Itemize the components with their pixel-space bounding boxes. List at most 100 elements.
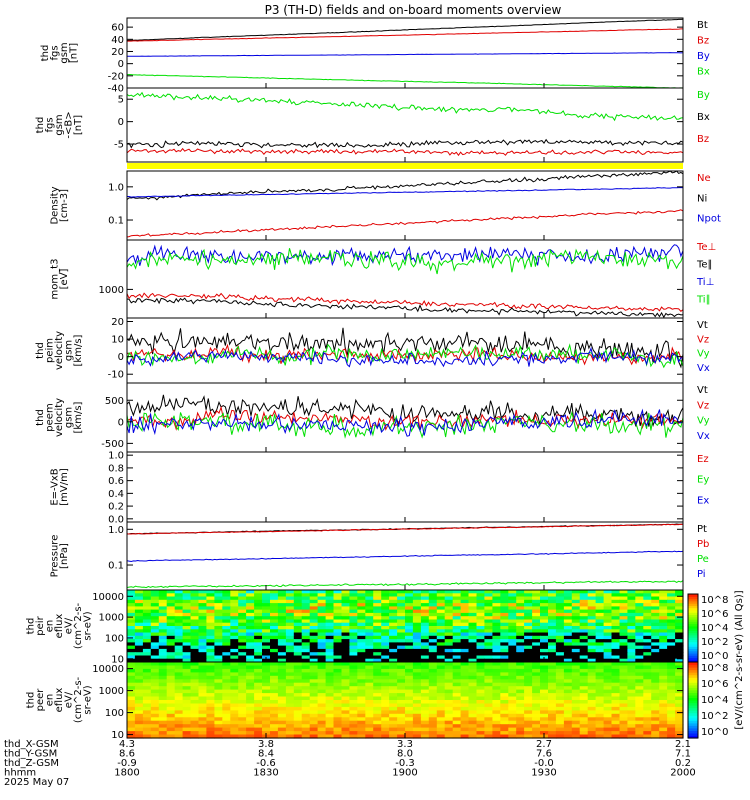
spectrogram-cell	[341, 658, 350, 663]
y-axis-label: thd	[35, 409, 46, 426]
spectrogram-cell	[412, 689, 422, 694]
panel-peer_en_eflux: 10100100010000thdpeerenefluxeV/(cm^2-s-s…	[26, 661, 684, 741]
spectrogram-cell	[166, 717, 176, 722]
spectrogram-cell	[508, 639, 517, 643]
spectrogram-cell	[587, 619, 597, 624]
spectrogram-cell	[309, 629, 319, 634]
spectrogram-cell	[484, 662, 493, 667]
spectrogram-cell	[492, 648, 501, 653]
spectrogram-cell	[555, 606, 565, 611]
spectrogram-cell	[675, 731, 684, 736]
spectrogram-cell	[555, 717, 565, 722]
spectrogram-cell	[476, 720, 485, 725]
spectrogram-cell	[206, 696, 215, 701]
spectrogram-cell	[675, 658, 684, 663]
spectrogram-cell	[301, 599, 311, 604]
spectrogram-cell	[420, 724, 430, 729]
spectrogram-cell	[309, 720, 319, 725]
spectrogram-cell	[420, 689, 430, 694]
spectrogram-cell	[412, 662, 422, 667]
spectrogram-cell	[150, 689, 160, 694]
spectrogram-cell	[389, 616, 398, 621]
colorbar-step	[688, 614, 698, 618]
spectrogram-cell	[301, 734, 311, 739]
spectrogram-cell	[619, 679, 628, 684]
spectrogram-cell	[349, 619, 358, 624]
spectrogram-cell	[127, 632, 136, 637]
spectrogram-cell	[277, 590, 287, 594]
spectrogram-cell	[611, 645, 620, 650]
spectrogram-cell	[619, 642, 628, 647]
spectrogram-cell	[381, 612, 390, 617]
spectrogram-cell	[563, 652, 573, 657]
spectrogram-cell	[476, 706, 485, 711]
spectrogram-cell	[484, 672, 493, 677]
spectrogram-cell	[468, 734, 477, 739]
spectrogram-cell	[222, 682, 231, 687]
spectrogram-cell	[317, 703, 327, 708]
spectrogram-cell	[500, 599, 509, 604]
spectrogram-cell	[381, 679, 390, 684]
spectrogram-cell	[571, 658, 581, 663]
spectrogram-cell	[627, 686, 636, 691]
spectrogram-cell	[484, 693, 493, 698]
spectrogram-cell	[452, 720, 462, 725]
spectrogram-cell	[277, 710, 287, 715]
spectrogram-cell	[262, 616, 271, 621]
spectrogram-cell	[643, 686, 652, 691]
spectrogram-cell	[627, 622, 636, 627]
spectrogram-cell	[532, 700, 541, 705]
spectrogram-cell	[373, 599, 382, 604]
spectrogram-cell	[595, 675, 605, 680]
spectrogram-cell	[397, 665, 406, 670]
spectrogram-cell	[563, 731, 573, 736]
y-axis-label: gsm	[64, 407, 75, 428]
spectrogram-cell	[198, 686, 207, 691]
spectrogram-cell	[198, 734, 207, 739]
spectrogram-cell	[659, 731, 668, 736]
spectrogram-cell	[357, 724, 366, 729]
spectrogram-cell	[635, 655, 644, 660]
spectrogram-cell	[476, 616, 485, 621]
spectrogram-cell	[373, 696, 382, 701]
spectrogram-cell	[627, 626, 636, 630]
colorbar-step	[688, 732, 698, 736]
spectrogram-cell	[659, 619, 668, 624]
spectrogram-cell	[397, 713, 406, 718]
spectrogram-cell	[603, 710, 613, 715]
spectrogram-cell	[532, 635, 541, 640]
series-line-Pe	[126, 580, 684, 589]
spectrogram-cell	[142, 635, 152, 640]
spectrogram-cell	[627, 682, 636, 687]
spectrogram-cell	[452, 668, 462, 673]
spectrogram-cell	[206, 606, 215, 611]
spectrogram-cell	[182, 696, 192, 701]
spectrogram-cell	[127, 626, 136, 630]
spectrogram-cell	[238, 668, 247, 673]
spectrogram-cell	[420, 675, 430, 680]
spectrogram-cell	[158, 612, 168, 617]
spectrogram-cell	[540, 665, 549, 670]
spectrogram-cell	[532, 682, 541, 687]
spectrogram-cell	[301, 645, 311, 650]
data-coverage-bar	[127, 163, 683, 169]
spectrogram-cell	[555, 639, 565, 643]
spectrogram-cell	[365, 720, 374, 725]
spectrogram-cell	[301, 593, 311, 598]
spectrogram-cell	[293, 696, 303, 701]
spectrogram-cell	[667, 593, 676, 598]
spectrogram-cell	[571, 706, 581, 711]
spectrogram-cell	[659, 603, 668, 607]
series-line-Ni	[126, 170, 684, 201]
y-axis-label: [km/s]	[73, 334, 84, 366]
y-axis-label: (cm^2-s-	[73, 602, 84, 649]
spectrogram-cell	[627, 616, 636, 621]
spectrogram-cell	[262, 717, 271, 722]
spectrogram-cell	[309, 596, 319, 601]
spectrogram-cell	[635, 619, 644, 624]
spectrogram-cell	[190, 599, 199, 604]
spectrogram-cell	[309, 626, 319, 630]
spectrogram-cell	[277, 596, 287, 601]
colorbar-step	[688, 722, 698, 726]
spectrogram-cell	[444, 599, 454, 604]
